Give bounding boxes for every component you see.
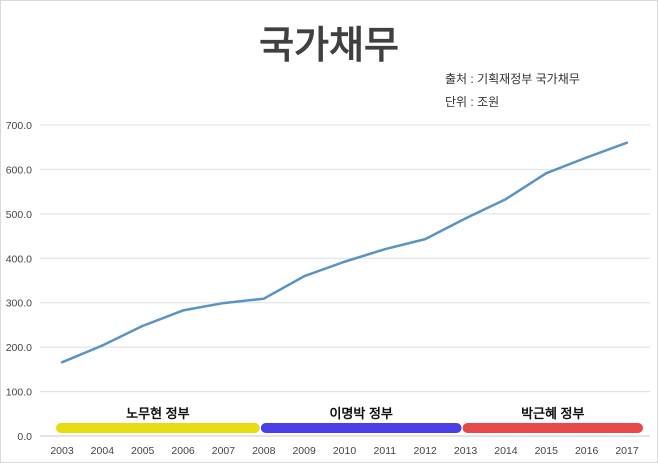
data-point [464, 217, 467, 220]
y-tick-label: 500.0 [6, 209, 32, 221]
data-point [222, 301, 225, 305]
x-tick-label: 2011 [374, 445, 397, 457]
x-tick-label: 2010 [333, 445, 357, 457]
x-tick-label: 2014 [494, 445, 518, 457]
data-point [262, 297, 265, 300]
data-point [625, 141, 629, 144]
y-tick-label: 600.0 [6, 164, 32, 176]
data-point [383, 247, 387, 251]
x-tick-label: 2012 [414, 445, 438, 457]
y-tick-label: 0.0 [17, 431, 32, 443]
x-tick-label: 2004 [91, 445, 115, 457]
x-tick-label: 2006 [171, 445, 195, 457]
data-point [343, 260, 346, 263]
government-bar [462, 423, 643, 433]
source-note: 출처 : 기획재정부 국가채무 [445, 72, 580, 86]
data-point [424, 237, 427, 241]
x-tick-label: 2009 [292, 445, 316, 457]
y-tick-label: 100.0 [6, 387, 32, 399]
y-tick-label: 300.0 [6, 298, 32, 310]
data-point [60, 361, 64, 364]
government-label: 이명박 정부 [329, 406, 392, 421]
x-tick-label: 2017 [615, 445, 639, 457]
data-point [141, 324, 144, 328]
x-tick-label: 2003 [50, 445, 74, 457]
y-tick-label: 400.0 [6, 253, 32, 265]
series-line [61, 141, 628, 364]
x-tick-label: 2015 [535, 445, 559, 457]
y-tick-label: 700.0 [6, 120, 32, 132]
x-tick-label: 2016 [575, 445, 599, 457]
government-label: 박근혜 정부 [521, 406, 584, 421]
data-point [545, 172, 548, 175]
chart-title: 국가채무 [259, 25, 399, 67]
unit-note: 단위 : 조원 [445, 95, 500, 109]
x-tick-label: 2008 [252, 445, 276, 457]
x-tick-label: 2005 [131, 445, 155, 457]
government-label: 노무현 정부 [126, 406, 189, 421]
data-point [302, 275, 306, 278]
data-point [504, 197, 508, 201]
x-tick-label: 2013 [454, 445, 478, 457]
data-point [585, 156, 588, 159]
government-bar [260, 423, 462, 433]
x-tick-label: 2007 [212, 445, 236, 457]
y-tick-label: 200.0 [6, 342, 32, 354]
government-bar [56, 423, 260, 433]
data-point [181, 309, 185, 312]
data-point [101, 344, 104, 347]
